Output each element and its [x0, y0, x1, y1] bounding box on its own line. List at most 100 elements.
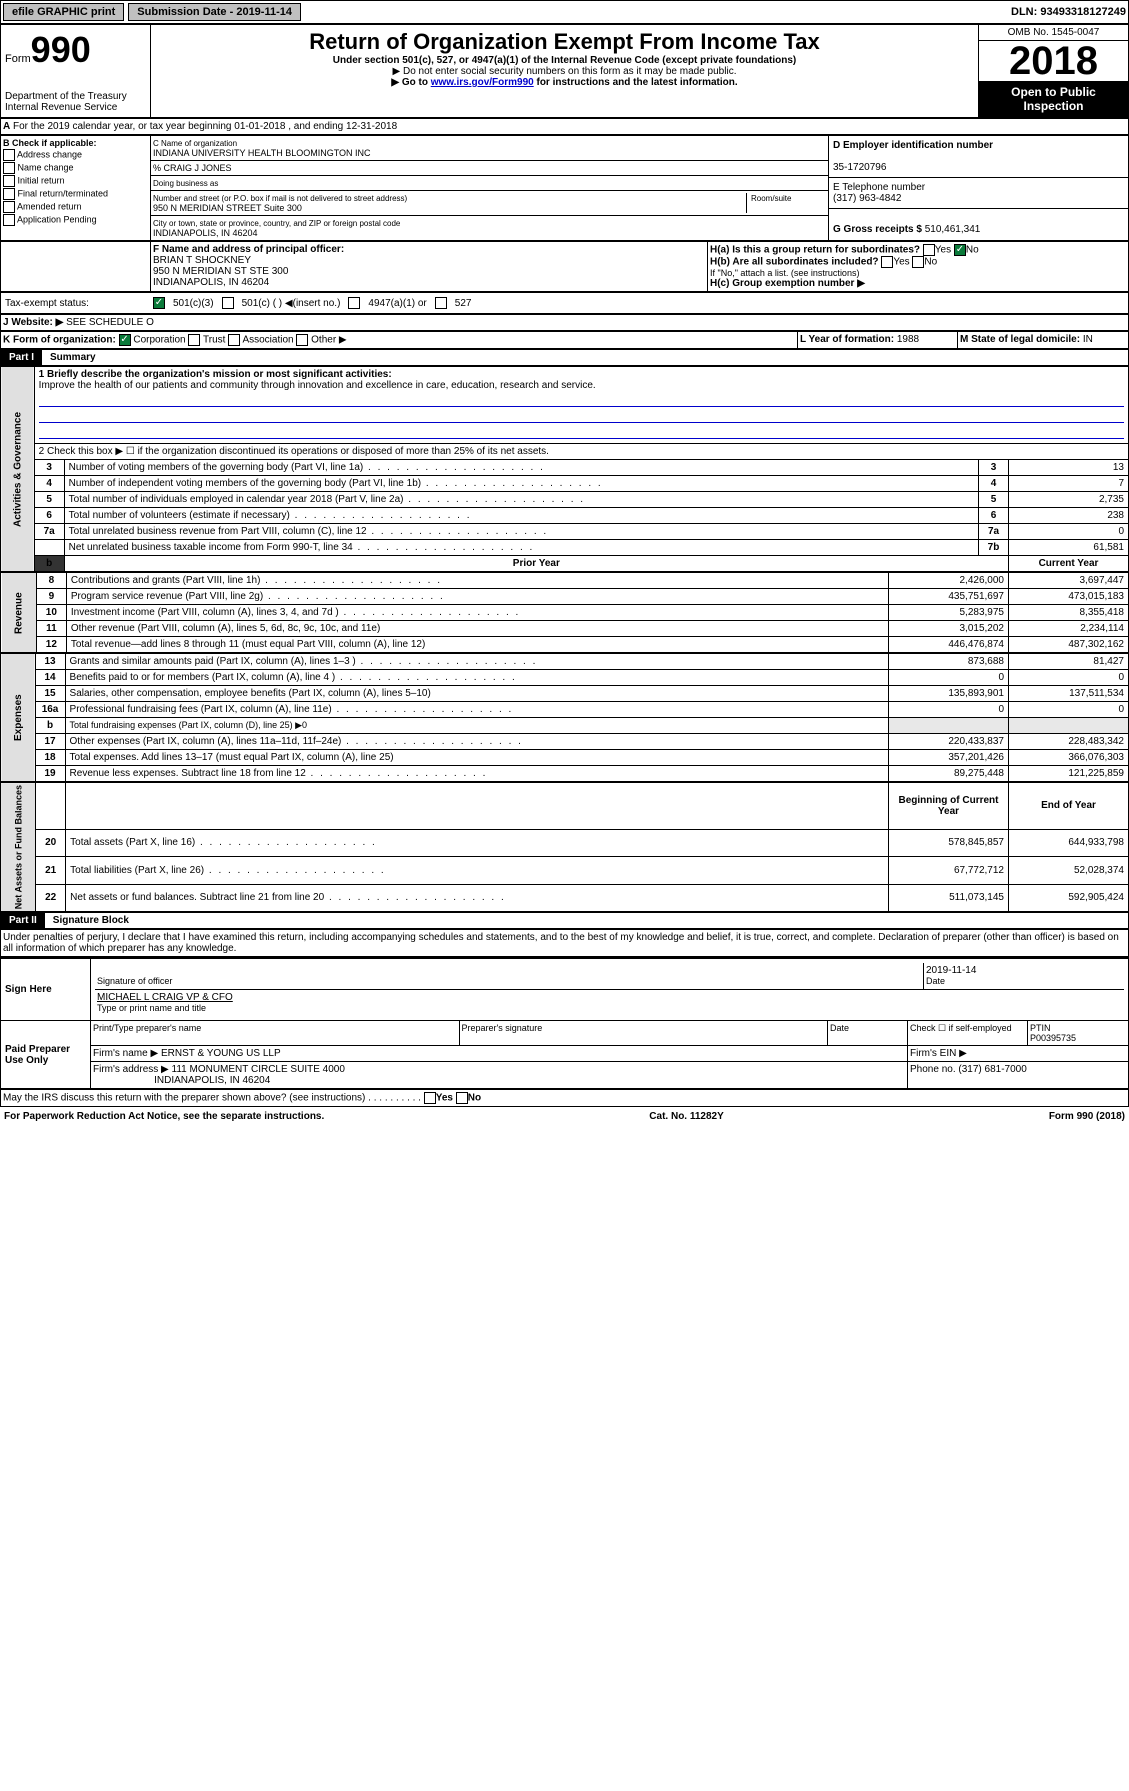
table-row: 4Number of independent voting members of…	[1, 476, 1129, 492]
city-label: City or town, state or province, country…	[153, 219, 400, 228]
paid-preparer-label: Paid Preparer Use Only	[1, 1021, 91, 1088]
street-address: 950 N MERIDIAN STREET Suite 300	[153, 203, 302, 213]
discuss-text: May the IRS discuss this return with the…	[3, 1093, 365, 1104]
mission-text: Improve the health of our patients and c…	[39, 380, 596, 391]
form-number-value: 990	[31, 29, 91, 70]
col-prior: Prior Year	[64, 556, 1008, 572]
dln: DLN: 93493318127249	[1011, 6, 1126, 18]
sign-here-label: Sign Here	[1, 959, 91, 1020]
part2-header: Part IISignature Block	[0, 912, 1129, 929]
m-value: IN	[1083, 334, 1093, 345]
ha-no: No	[966, 245, 979, 256]
k-assoc: Association	[242, 335, 293, 346]
ha-yes: Yes	[935, 245, 951, 256]
submission-label: Submission Date -	[137, 6, 233, 18]
firm-phone: (317) 681-7000	[958, 1064, 1026, 1075]
opt-pending: Application Pending	[17, 214, 97, 224]
checkbox-initial-return[interactable]: Initial return	[3, 175, 148, 187]
discuss-yes-checkbox[interactable]	[424, 1092, 436, 1104]
perjury-statement: Under penalties of perjury, I declare th…	[0, 929, 1129, 957]
part1-header: Part ISummary	[0, 349, 1129, 366]
discuss-row: May the IRS discuss this return with the…	[0, 1089, 1129, 1107]
part1-title: Summary	[42, 350, 104, 365]
section-activities: Activities & Governance	[1, 367, 35, 572]
firm-phone-label: Phone no.	[910, 1064, 956, 1075]
gross-label: G Gross receipts $	[833, 224, 922, 235]
k-other: Other ▶	[311, 335, 346, 346]
hb-no-checkbox[interactable]	[912, 256, 924, 268]
k-trust-checkbox[interactable]	[188, 334, 200, 346]
line2: 2 Check this box ▶ ☐ if the organization…	[34, 444, 1128, 460]
goto-pre: ▶ Go to	[391, 77, 430, 88]
officer-addr1: 950 N MERIDIAN ST STE 300	[153, 266, 288, 277]
firm-addr: 111 MONUMENT CIRCLE SUITE 4000	[172, 1064, 345, 1075]
opt-address: Address change	[17, 149, 82, 159]
ein-value: 35-1720796	[833, 162, 886, 173]
form-number: Form990	[5, 29, 146, 71]
form-title: Return of Organization Exempt From Incom…	[155, 29, 974, 55]
irs-link[interactable]: www.irs.gov/Form990	[431, 77, 534, 88]
tax-status-row: Tax-exempt status: ✓ 501(c)(3) 501(c) ( …	[0, 292, 1129, 314]
l1-label: 1 Briefly describe the organization's mi…	[39, 369, 392, 380]
501c3-checkbox[interactable]: ✓	[153, 297, 165, 309]
501c-checkbox[interactable]	[222, 297, 234, 309]
opt-4947: 4947(a)(1) or	[368, 298, 426, 309]
prep-date-label: Date	[828, 1021, 908, 1045]
row-a-tax-year: A For the 2019 calendar year, or tax yea…	[0, 118, 1129, 135]
sig-officer-label: Signature of officer	[97, 976, 172, 986]
submission-date-value: 2019-11-14	[236, 6, 292, 18]
discuss-no-checkbox[interactable]	[456, 1092, 468, 1104]
527-checkbox[interactable]	[435, 297, 447, 309]
col-begin: Beginning of Current Year	[889, 783, 1009, 830]
section-revenue: Revenue	[1, 573, 37, 653]
firm-city: INDIANAPOLIS, IN 46204	[154, 1075, 270, 1086]
signature-block: Sign Here Signature of officer 2019-11-14…	[0, 957, 1129, 1089]
form-ref: Form 990 (2018)	[1049, 1111, 1125, 1122]
ein-label: D Employer identification number	[833, 140, 993, 151]
officer-name: BRIAN T SHOCKNEY	[153, 255, 251, 266]
tax-status-label: Tax-exempt status:	[5, 298, 89, 309]
opt-initial: Initial return	[18, 175, 65, 185]
officer-addr2: INDIANAPOLIS, IN 46204	[153, 277, 269, 288]
header-bar: efile GRAPHIC print Submission Date - 20…	[0, 0, 1129, 24]
addr-label: Number and street (or P.O. box if mail i…	[153, 194, 407, 203]
section-expenses: Expenses	[1, 654, 36, 782]
revenue-table: Revenue 8Contributions and grants (Part …	[0, 572, 1129, 653]
opt-final: Final return/terminated	[18, 188, 109, 198]
city-value: INDIANAPOLIS, IN 46204	[153, 228, 258, 238]
checkbox-final-return[interactable]: Final return/terminated	[3, 188, 148, 200]
opt-501c3: 501(c)(3)	[173, 298, 214, 309]
firm-name: ERNST & YOUNG US LLP	[161, 1048, 281, 1059]
hb-yes-checkbox[interactable]	[881, 256, 893, 268]
ha-yes-checkbox[interactable]	[923, 244, 935, 256]
discuss-no: No	[468, 1093, 481, 1104]
summary-table: Activities & Governance 1 Briefly descri…	[0, 366, 1129, 572]
org-name: INDIANA UNIVERSITY HEALTH BLOOMINGTON IN…	[153, 148, 371, 158]
dln-label: DLN:	[1011, 6, 1037, 18]
k-assoc-checkbox[interactable]	[228, 334, 240, 346]
k-corp-checkbox[interactable]: ✓	[119, 334, 131, 346]
checkbox-pending[interactable]: Application Pending	[3, 214, 148, 226]
4947-checkbox[interactable]	[348, 297, 360, 309]
sig-date: 2019-11-14	[926, 965, 976, 976]
opt-527: 527	[455, 298, 472, 309]
k-trust: Trust	[203, 335, 225, 346]
open-public: Open to Public Inspection	[979, 81, 1128, 117]
goto-post: for instructions and the latest informat…	[534, 77, 738, 88]
checkbox-amended[interactable]: Amended return	[3, 201, 148, 213]
box-k: K Form of organization: ✓ Corporation Tr…	[1, 332, 798, 348]
opt-name: Name change	[18, 162, 74, 172]
col-end: End of Year	[1009, 783, 1129, 830]
part1-num: Part I	[1, 350, 42, 365]
phone-value: (317) 963-4842	[833, 193, 901, 204]
ptin-label: PTIN	[1030, 1023, 1051, 1033]
checkbox-name-change[interactable]: Name change	[3, 162, 148, 174]
form-subtitle: Under section 501(c), 527, or 4947(a)(1)…	[155, 55, 974, 66]
table-row: 6Total number of volunteers (estimate if…	[1, 508, 1129, 524]
efile-label: efile GRAPHIC print	[3, 3, 124, 21]
part2-title: Signature Block	[45, 913, 137, 928]
checkbox-address-change[interactable]: Address change	[3, 149, 148, 161]
k-other-checkbox[interactable]	[296, 334, 308, 346]
ha-no-checkbox[interactable]: ✓	[954, 244, 966, 256]
ha-label: H(a) Is this a group return for subordin…	[710, 245, 920, 256]
